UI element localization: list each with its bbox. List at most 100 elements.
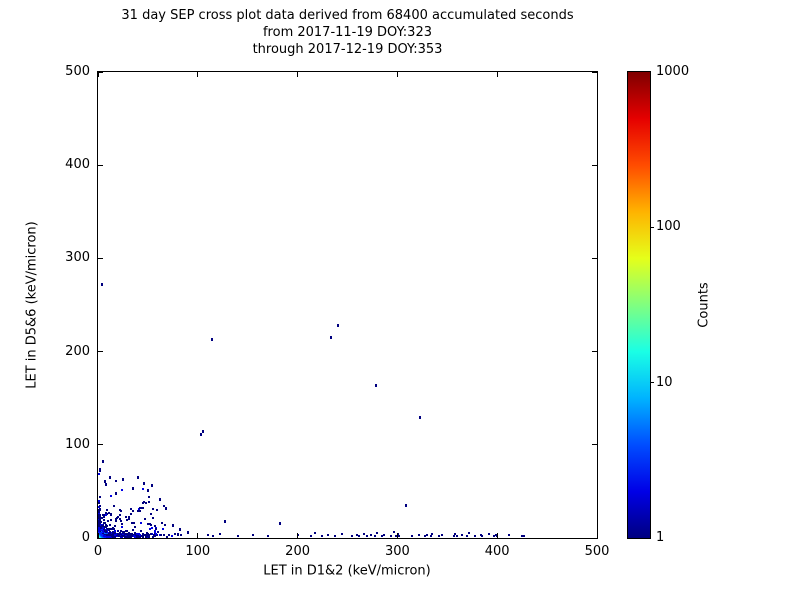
- data-point: [138, 510, 141, 513]
- data-point: [112, 505, 115, 508]
- data-point: [151, 533, 154, 536]
- chart-title-line-1: 31 day SEP cross plot data derived from …: [121, 8, 574, 23]
- data-point: [134, 534, 137, 537]
- data-point: [112, 527, 115, 530]
- data-point: [201, 429, 204, 433]
- data-point: [163, 534, 166, 537]
- data-point: [309, 535, 312, 538]
- data-point: [426, 534, 429, 537]
- data-point: [132, 509, 135, 512]
- data-point: [139, 506, 141, 509]
- data-point: [431, 533, 434, 536]
- data-point: [124, 529, 127, 532]
- data-point: [186, 531, 189, 535]
- data-point: [129, 513, 132, 516]
- data-point: [178, 527, 181, 531]
- data-point: [98, 527, 100, 530]
- data-point: [98, 496, 101, 499]
- data-point: [130, 534, 133, 537]
- data-point: [98, 501, 101, 504]
- x-tick-mark: [97, 72, 99, 77]
- data-point: [121, 522, 124, 525]
- data-point: [107, 511, 110, 514]
- data-point: [98, 499, 101, 502]
- data-point: [150, 483, 153, 487]
- data-point: [374, 535, 377, 538]
- data-point: [151, 535, 154, 538]
- x-tick-mark: [596, 72, 598, 77]
- x-tick-label: 0: [93, 544, 103, 559]
- data-point: [461, 534, 464, 537]
- x-axis-label: LET in D1&2 (keV/micron): [263, 563, 431, 579]
- data-point: [104, 529, 107, 532]
- data-point: [376, 532, 379, 535]
- data-point: [109, 531, 112, 534]
- data-point: [424, 535, 427, 538]
- data-point: [115, 535, 118, 538]
- data-point: [106, 528, 109, 531]
- x-tick-mark: [297, 72, 299, 77]
- data-point: [129, 533, 132, 536]
- data-point: [152, 508, 154, 511]
- data-point: [115, 517, 118, 520]
- data-point: [106, 533, 109, 536]
- data-point: [100, 532, 103, 535]
- y-tick-mark: [592, 537, 597, 539]
- data-point: [158, 497, 161, 501]
- data-point: [326, 534, 329, 537]
- data-point: [199, 433, 202, 437]
- data-point: [101, 513, 104, 516]
- data-point: [119, 509, 122, 512]
- data-point: [148, 535, 151, 538]
- y-tick-mark: [592, 257, 597, 259]
- data-point: [105, 512, 108, 515]
- data-point: [101, 530, 104, 533]
- data-point: [124, 532, 127, 535]
- data-point: [136, 533, 139, 536]
- data-point: [101, 460, 104, 464]
- data-point: [137, 532, 140, 535]
- data-point: [211, 535, 214, 538]
- data-point: [98, 470, 101, 473]
- chart-title: 31 day SEP cross plot data derived from …: [98, 7, 597, 58]
- data-point: [101, 523, 104, 526]
- x-tick-mark: [496, 72, 498, 77]
- data-point: [118, 513, 121, 516]
- x-tick-mark: [197, 533, 199, 538]
- data-point: [134, 525, 137, 528]
- data-point: [456, 535, 459, 538]
- data-point: [366, 535, 369, 538]
- data-point: [154, 530, 157, 533]
- data-point: [351, 535, 354, 538]
- data-point: [109, 494, 112, 497]
- x-tick-label: 100: [185, 544, 211, 559]
- colorbar-label: Counts: [696, 282, 712, 328]
- data-point: [151, 517, 154, 520]
- data-point: [126, 519, 129, 522]
- data-point: [383, 534, 386, 537]
- y-tick-mark: [592, 444, 597, 446]
- x-tick-mark: [197, 72, 199, 77]
- data-point: [521, 535, 524, 538]
- data-point: [99, 519, 102, 522]
- data-point: [104, 513, 107, 516]
- data-point: [142, 506, 145, 509]
- data-point: [121, 526, 124, 529]
- data-point: [118, 534, 120, 537]
- data-point: [108, 534, 111, 537]
- data-point: [152, 533, 155, 536]
- data-point: [481, 535, 484, 538]
- data-point: [114, 517, 117, 520]
- y-tick-label: 100: [65, 436, 90, 452]
- data-point: [142, 481, 145, 485]
- data-point: [98, 515, 100, 518]
- data-point: [104, 482, 107, 486]
- data-point: [121, 489, 124, 492]
- data-point: [171, 523, 174, 527]
- y-tick-mark: [592, 71, 597, 73]
- chart-title-line-2: from 2017-11-19 DOY:323: [262, 25, 432, 40]
- data-point: [168, 533, 171, 536]
- data-point: [119, 520, 122, 523]
- data-point: [128, 535, 131, 538]
- data-point: [103, 528, 106, 531]
